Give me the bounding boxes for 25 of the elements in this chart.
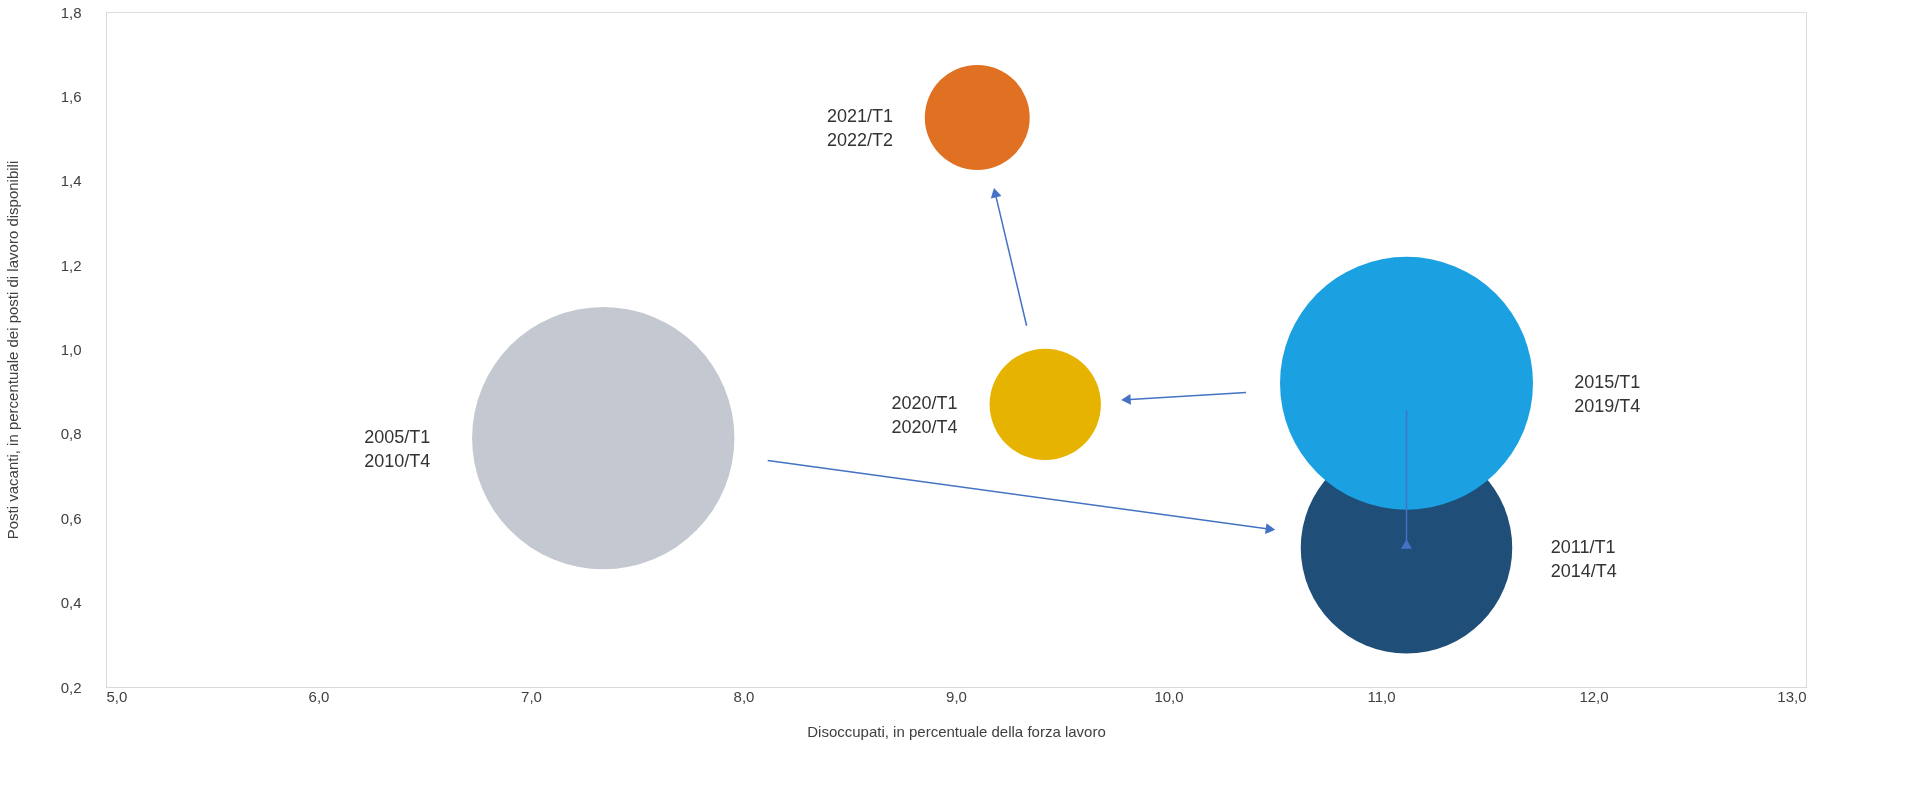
y-tick-label: 0,4	[60, 594, 82, 612]
y-tick-label: 1,4	[60, 172, 82, 190]
y-tick-label: 0,8	[60, 425, 82, 443]
x-tick-label: 5,0	[106, 687, 128, 705]
y-tick-label: 0,2	[60, 678, 82, 696]
x-tick-label: 9,0	[946, 687, 967, 705]
x-tick-label: 10,0	[1154, 687, 1184, 705]
y-tick-label: 0,6	[60, 509, 82, 527]
x-tick-label: 8,0	[733, 687, 755, 705]
x-tick-label: 13,0	[1777, 687, 1807, 705]
x-tick-label: 7,0	[521, 687, 542, 705]
text: 2015/T1 2019/T4	[1574, 372, 1641, 417]
text: 2011/T1 2014/T4	[1550, 536, 1617, 581]
x-axis-title: Disoccupati, in percentuale della forza lavoro	[807, 722, 1106, 740]
y-tick-label: 1,2	[60, 256, 82, 274]
series-label: 2020/T1 2020/T4	[891, 393, 958, 438]
y-tick-label: 1,8	[60, 3, 82, 21]
x-tick-label: 6,0	[308, 687, 330, 705]
y-tick-label: 1,0	[60, 341, 82, 358]
x-tick-label: 11,0	[1367, 687, 1396, 705]
y-tick-label: 1,6	[60, 87, 82, 105]
y-axis-title: Posti vacanti, in percentuale dei posti di lavoro disponibili	[3, 160, 21, 540]
x-tick-label: 12,0	[1579, 687, 1609, 705]
text: 2005/T1 2010/T4	[364, 427, 431, 472]
series-label: 2021/T1 2022/T2	[826, 106, 894, 151]
